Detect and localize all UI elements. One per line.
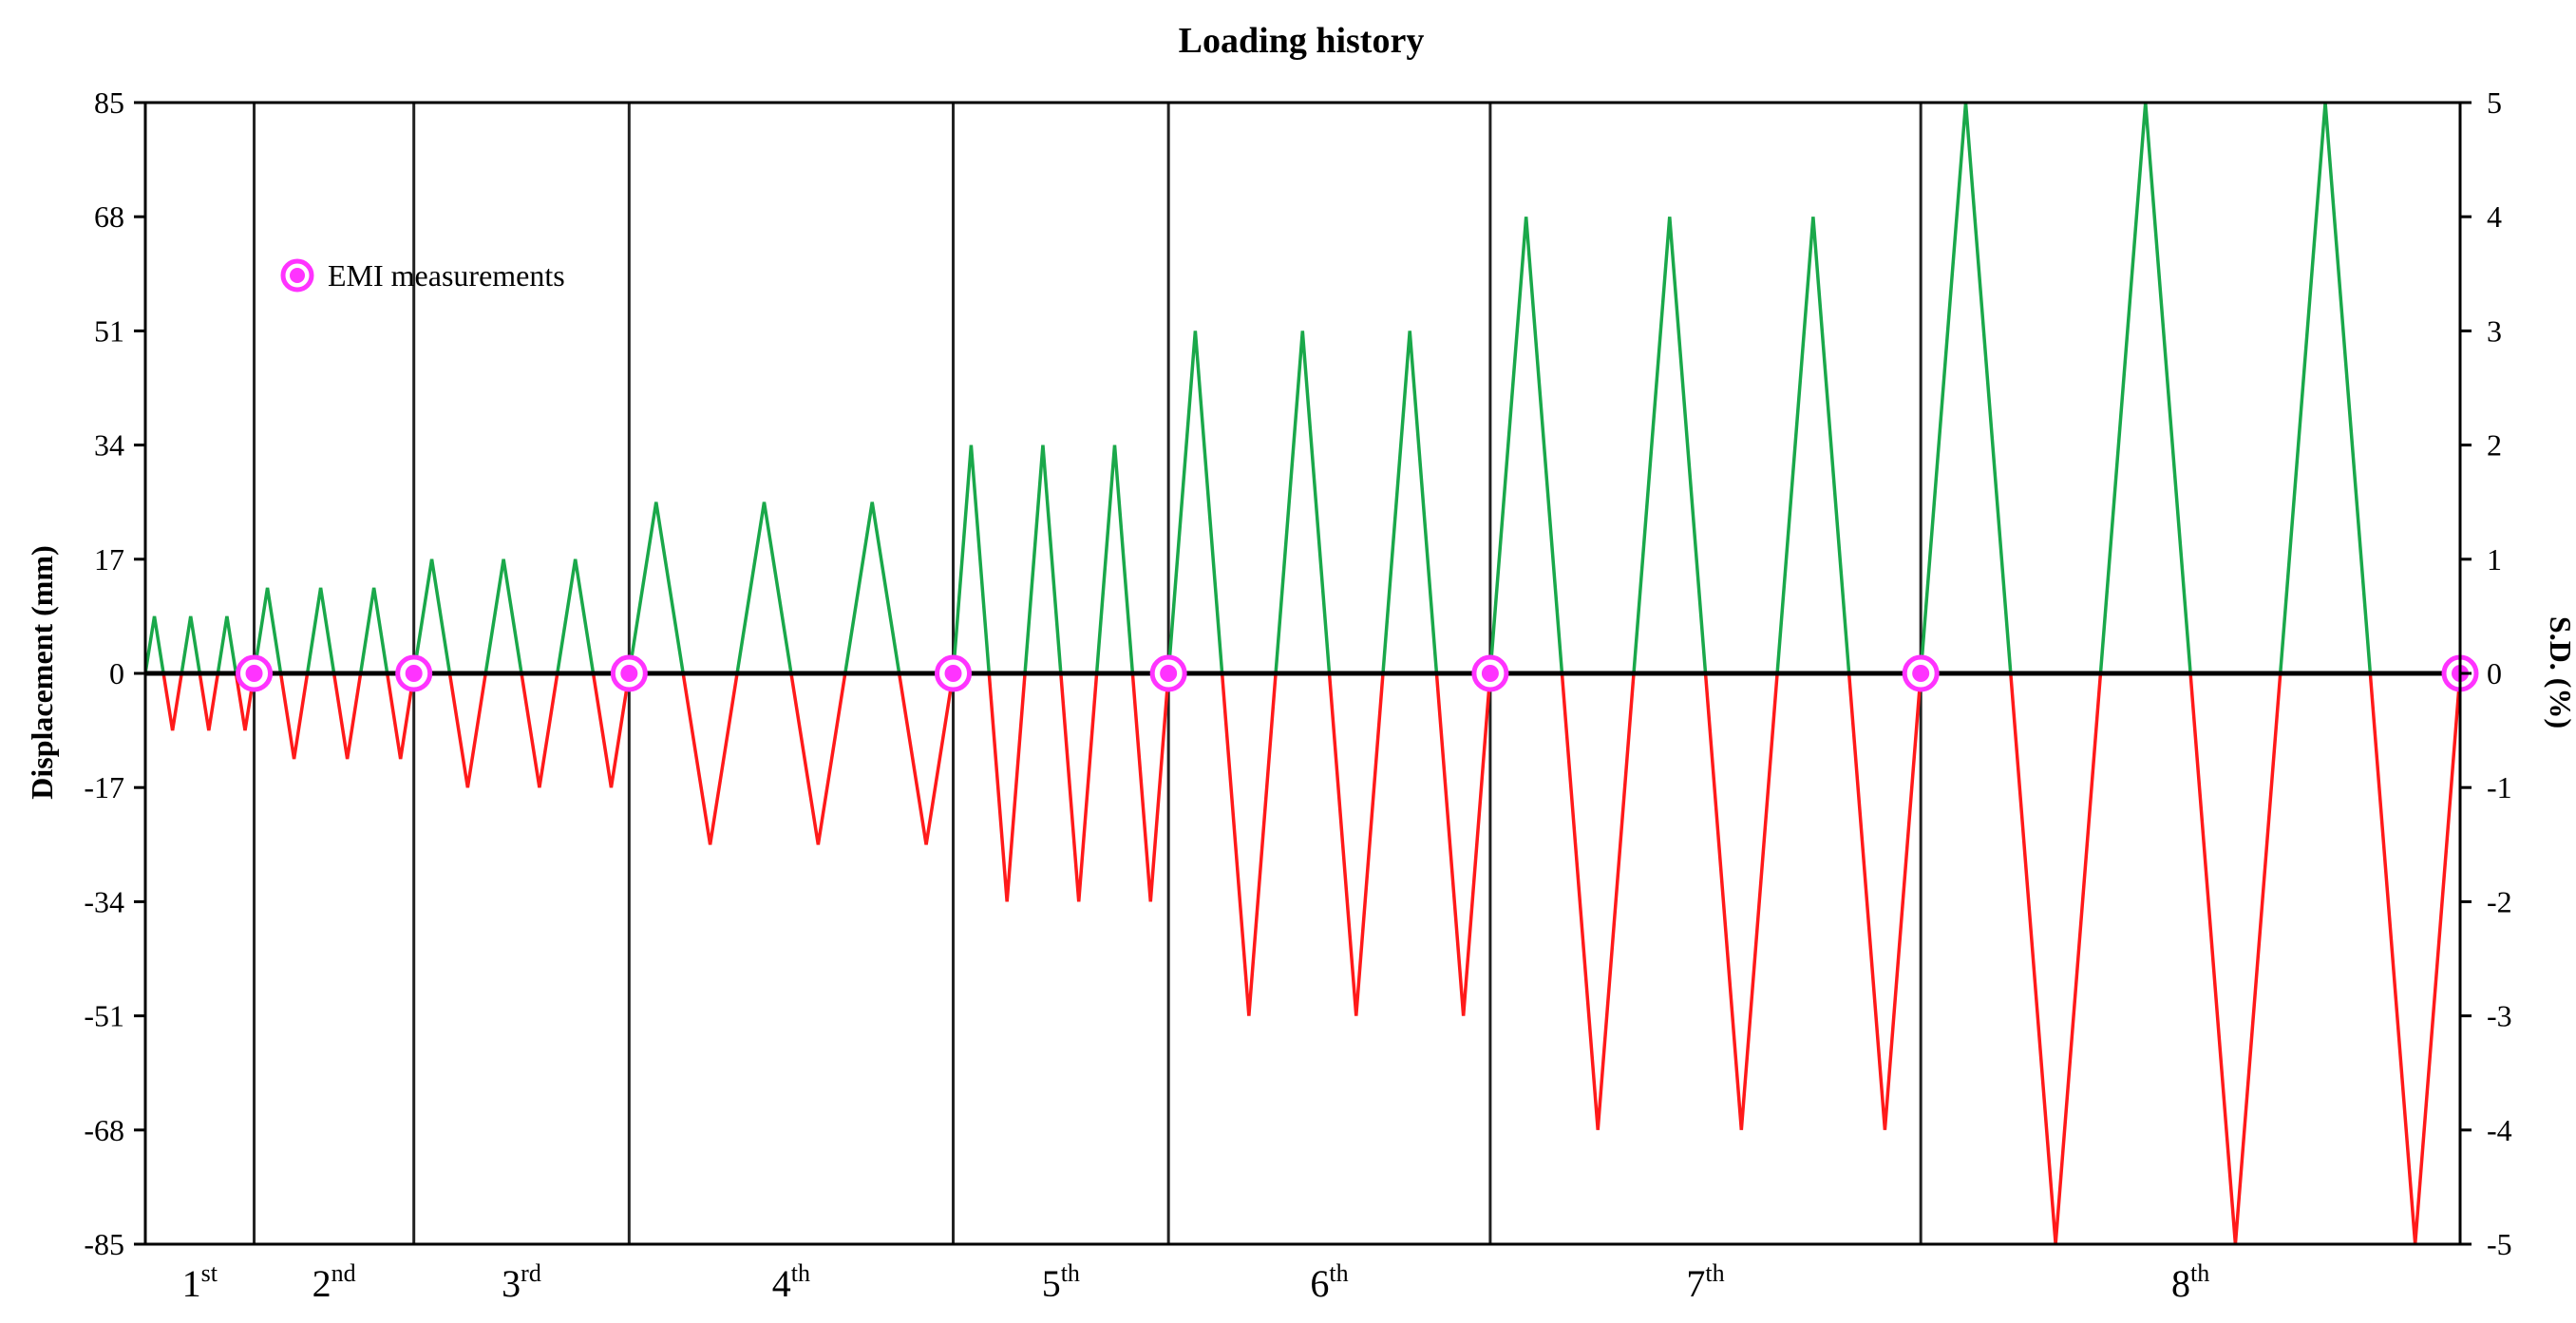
y-tick-label-left: -85 bbox=[84, 1227, 124, 1261]
negative-half-cycle bbox=[385, 672, 416, 760]
positive-half-cycle bbox=[627, 501, 685, 674]
positive-half-cycle bbox=[951, 444, 992, 674]
negative-half-cycle bbox=[987, 672, 1027, 902]
negative-half-cycle bbox=[1059, 672, 1099, 902]
negative-half-cycle bbox=[2188, 672, 2282, 1245]
negative-half-cycle bbox=[897, 672, 956, 845]
y-tick-label-left: 68 bbox=[94, 199, 124, 234]
negative-half-cycle bbox=[161, 672, 183, 731]
positive-half-cycle bbox=[180, 615, 201, 674]
y-tick-label-right: 3 bbox=[2487, 313, 2502, 348]
y-tick-label-right: 1 bbox=[2487, 542, 2502, 576]
positive-half-cycle bbox=[1094, 444, 1135, 674]
positive-half-cycle bbox=[305, 587, 336, 674]
positive-half-cycle bbox=[2278, 102, 2373, 674]
y-tick-label-right: -2 bbox=[2487, 884, 2512, 918]
negative-half-cycle bbox=[1220, 672, 1278, 1016]
emi-measurement-marker-center bbox=[944, 665, 962, 682]
emi-measurement-marker-center bbox=[245, 665, 263, 682]
positive-half-cycle bbox=[1919, 102, 2013, 674]
y-tick-label-right: -5 bbox=[2487, 1227, 2512, 1261]
positive-half-cycle bbox=[358, 587, 389, 674]
positive-half-cycle bbox=[411, 558, 452, 674]
emi-measurement-marker-center bbox=[1160, 665, 1178, 682]
negative-half-cycle bbox=[789, 672, 847, 845]
emi-measurement-marker-center bbox=[1481, 665, 1499, 682]
y-tick-label-right: -1 bbox=[2487, 770, 2512, 804]
negative-half-cycle bbox=[1434, 672, 1492, 1016]
positive-half-cycle bbox=[1166, 331, 1224, 674]
y-axis-label-right: S.D. (%) bbox=[2544, 616, 2576, 728]
y-axis-label-left: Displacement (mm) bbox=[25, 545, 59, 799]
y-tick-label-left: -68 bbox=[84, 1113, 124, 1147]
emi-measurement-marker-center bbox=[1912, 665, 1930, 682]
negative-half-cycle bbox=[681, 672, 739, 845]
emi-measurement-marker-center bbox=[405, 665, 423, 682]
negative-half-cycle bbox=[520, 672, 559, 788]
negative-half-cycle bbox=[2368, 672, 2462, 1245]
y-tick-label-left: 85 bbox=[94, 85, 124, 120]
negative-half-cycle bbox=[198, 672, 220, 731]
y-tick-label-right: -4 bbox=[2487, 1113, 2512, 1147]
positive-half-cycle bbox=[1023, 444, 1063, 674]
legend-label: EMI measurements bbox=[328, 258, 565, 293]
negative-half-cycle bbox=[278, 672, 310, 760]
negative-half-cycle bbox=[1327, 672, 1385, 1016]
stage-label: 4th bbox=[772, 1259, 810, 1305]
negative-half-cycle bbox=[1130, 672, 1170, 902]
y-tick-label-right: 0 bbox=[2487, 656, 2502, 690]
stage-label: 2nd bbox=[313, 1259, 356, 1305]
negative-half-cycle bbox=[234, 672, 256, 731]
positive-half-cycle bbox=[843, 501, 901, 674]
stage-label: 3rd bbox=[502, 1259, 541, 1305]
y-tick-label-left: 17 bbox=[94, 542, 124, 576]
y-tick-label-right: 4 bbox=[2487, 199, 2502, 234]
negative-half-cycle bbox=[2009, 672, 2103, 1245]
y-tick-label-right: -3 bbox=[2487, 999, 2512, 1033]
emi-measurement-marker-center bbox=[620, 665, 638, 682]
stage-label: 1st bbox=[182, 1259, 218, 1305]
positive-half-cycle bbox=[252, 587, 283, 674]
positive-half-cycle bbox=[1381, 331, 1439, 674]
positive-half-cycle bbox=[1274, 331, 1332, 674]
positive-half-cycle bbox=[1488, 217, 1564, 674]
positive-half-cycle bbox=[1775, 217, 1851, 674]
y-tick-label-right: 2 bbox=[2487, 428, 2502, 463]
y-tick-label-left: 0 bbox=[109, 656, 124, 690]
y-tick-label-left: -51 bbox=[84, 999, 124, 1033]
positive-half-cycle bbox=[216, 615, 238, 674]
negative-half-cycle bbox=[331, 672, 363, 760]
y-tick-label-left: -34 bbox=[84, 884, 124, 918]
chart-title: Loading history bbox=[1179, 21, 1425, 61]
positive-half-cycle bbox=[556, 558, 596, 674]
legend: EMI measurements bbox=[280, 258, 565, 293]
stage-label: 7th bbox=[1686, 1259, 1724, 1305]
positive-half-cycle bbox=[735, 501, 793, 674]
stage-label: 6th bbox=[1310, 1259, 1348, 1305]
negative-half-cycle bbox=[447, 672, 487, 788]
stage-label: 5th bbox=[1042, 1259, 1080, 1305]
y-tick-label-left: 51 bbox=[94, 313, 124, 348]
stage-label: 8th bbox=[2171, 1259, 2209, 1305]
y-tick-label-left: -17 bbox=[84, 770, 124, 804]
y-tick-label-left: 34 bbox=[94, 428, 124, 463]
negative-half-cycle bbox=[1560, 672, 1636, 1130]
positive-half-cycle bbox=[1632, 217, 1708, 674]
positive-half-cycle bbox=[143, 615, 165, 674]
negative-half-cycle bbox=[591, 672, 632, 788]
positive-half-cycle bbox=[483, 558, 523, 674]
negative-half-cycle bbox=[1847, 672, 1923, 1130]
axes: 85 5 68 4 51 3 34 2 17 1 0 0 -17 -1 -34 -2 -51 -3 -68 -4 -85… bbox=[84, 85, 2511, 1305]
negative-half-cycle bbox=[1703, 672, 1779, 1130]
legend-marker-icon-center bbox=[290, 268, 305, 283]
positive-half-cycle bbox=[2098, 102, 2192, 674]
y-tick-label-right: 5 bbox=[2487, 85, 2502, 120]
